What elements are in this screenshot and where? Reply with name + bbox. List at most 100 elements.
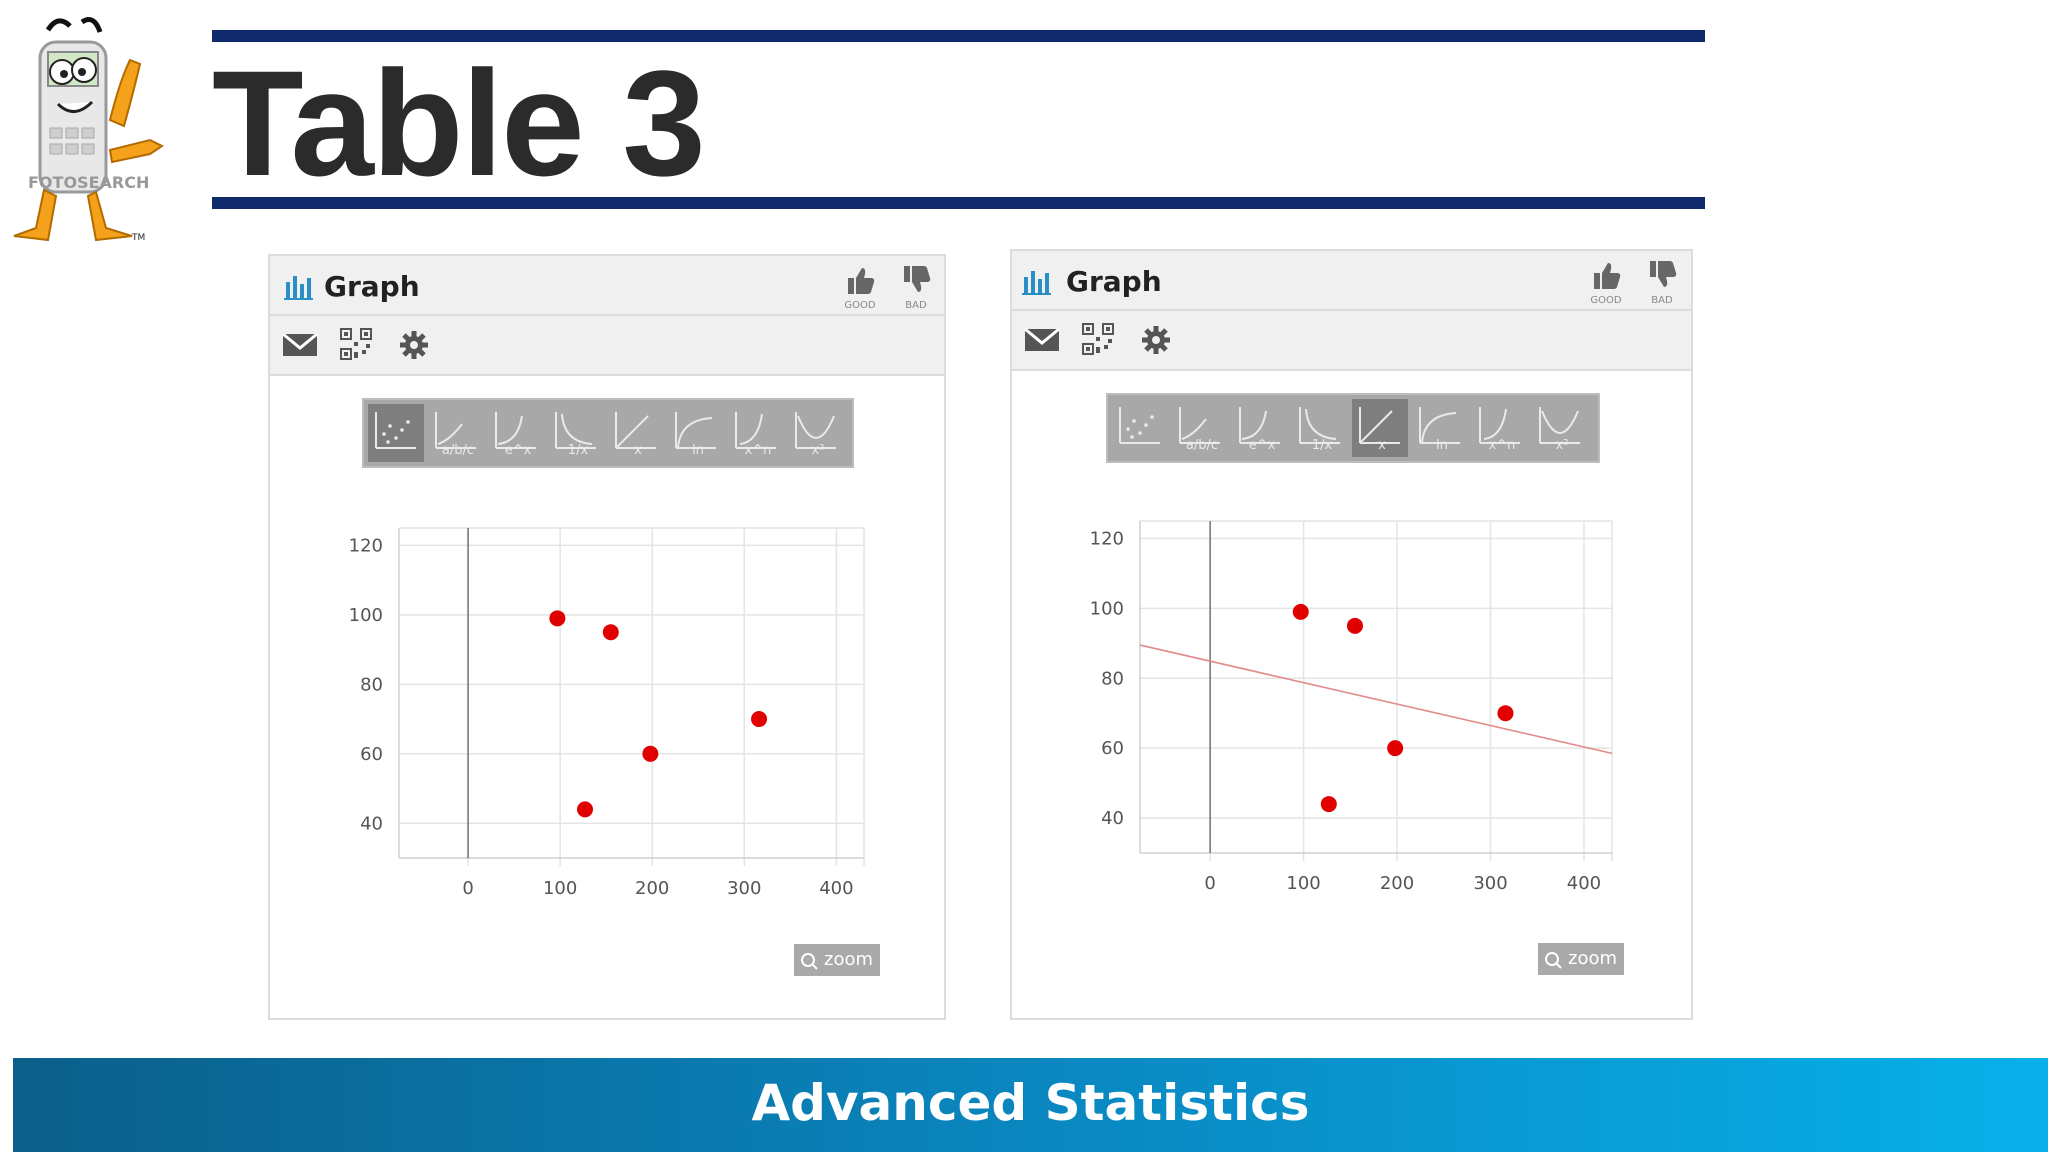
svg-text:1/x: 1/x — [568, 443, 589, 458]
graph-panel-left: Graph GOOD BAD — [268, 254, 946, 1020]
zoom-icon — [1545, 952, 1562, 969]
graph-type-exponential-button[interactable]: e^x — [488, 404, 544, 462]
bad-label: BAD — [905, 300, 927, 311]
graph-type-power-button[interactable]: x^n — [1472, 399, 1528, 457]
x-tick-label: 100 — [1286, 873, 1320, 894]
data-point[interactable] — [1320, 796, 1337, 813]
exponential-icon: e^x — [1239, 407, 1280, 453]
panel-title: Graph — [1066, 265, 1162, 298]
svg-text:x²: x² — [1556, 438, 1569, 453]
svg-text:a/b/c: a/b/c — [442, 443, 474, 458]
graph-type-quadratic-button[interactable]: x² — [1532, 399, 1588, 457]
zoom-button[interactable]: zoom — [1538, 943, 1624, 975]
svg-text:x^n: x^n — [1489, 438, 1516, 453]
y-tick-label: 60 — [1101, 738, 1124, 759]
exponential-icon: e^x — [495, 412, 536, 458]
y-tick-label: 80 — [1101, 668, 1124, 689]
bad-button[interactable]: BAD — [894, 264, 938, 311]
svg-text:ln: ln — [692, 443, 704, 458]
y-tick-label: 80 — [360, 674, 383, 695]
svg-text:x^n: x^n — [745, 443, 772, 458]
svg-text:TM: TM — [131, 233, 145, 243]
graph-type-linear-button[interactable]: a/b/c — [428, 404, 484, 462]
thumbs-up-icon — [848, 268, 875, 294]
bar-chart-icon — [284, 276, 313, 300]
power-icon: x^n — [1479, 407, 1520, 453]
qr-code-icon[interactable] — [1082, 323, 1114, 355]
scatter-chart-with-trendline[interactable]: 0 100 200 300 400 40 60 80 100 120 — [1012, 251, 1691, 1018]
proportional-icon: x — [615, 412, 656, 458]
graph-type-power-button[interactable]: x^n — [728, 404, 784, 462]
thumbs-down-icon — [1650, 261, 1677, 287]
svg-text:1/x: 1/x — [1312, 438, 1333, 453]
bad-label: BAD — [1651, 295, 1673, 306]
y-tick-label: 100 — [349, 605, 383, 626]
y-tick-label: 60 — [360, 744, 383, 765]
trendline — [1139, 644, 1613, 755]
svg-text:x: x — [1378, 438, 1386, 453]
data-point[interactable] — [1346, 617, 1363, 634]
good-button[interactable]: GOOD — [838, 264, 882, 311]
graph-type-scatter-button[interactable] — [368, 404, 424, 462]
y-tick-label: 100 — [1090, 598, 1124, 619]
graph-type-logarithmic-button[interactable]: ln — [668, 404, 724, 462]
power-icon: x^n — [735, 412, 776, 458]
qr-code-icon[interactable] — [340, 328, 372, 360]
zoom-label: zoom — [1568, 948, 1618, 969]
data-point[interactable] — [602, 624, 619, 641]
mail-icon[interactable] — [1024, 325, 1060, 355]
panel-header: Graph GOOD BAD — [270, 256, 944, 316]
zoom-button[interactable]: zoom — [794, 944, 880, 976]
data-point[interactable] — [642, 745, 659, 762]
gear-icon[interactable] — [398, 329, 430, 361]
slide-title: Table 3 — [212, 39, 706, 207]
data-point[interactable] — [577, 801, 593, 818]
y-tick-label: 120 — [349, 535, 383, 556]
data-point[interactable] — [1497, 705, 1514, 722]
gear-icon[interactable] — [1140, 324, 1172, 356]
inverse-icon: 1/x — [555, 412, 596, 458]
graph-type-quadratic-button[interactable]: x² — [788, 404, 844, 462]
logarithmic-icon: ln — [1419, 407, 1460, 453]
y-tick-label: 40 — [1101, 808, 1124, 829]
y-tick-label: 40 — [360, 813, 383, 834]
data-point[interactable] — [549, 610, 566, 627]
logarithmic-icon: ln — [675, 412, 716, 458]
data-point[interactable] — [1387, 740, 1404, 757]
good-button[interactable]: GOOD — [1584, 259, 1628, 306]
bad-button[interactable]: BAD — [1640, 259, 1684, 306]
x-tick-label: 300 — [727, 878, 761, 899]
x-tick-label: 300 — [1473, 873, 1507, 894]
thumbs-down-icon — [904, 266, 931, 292]
y-tick-label: 120 — [1090, 528, 1124, 549]
graph-type-linear-button[interactable]: a/b/c — [1172, 399, 1228, 457]
panel-title: Graph — [324, 270, 420, 303]
x-tick-label: 0 — [1204, 873, 1215, 894]
linear-icon: a/b/c — [1179, 407, 1220, 453]
graph-type-inverse-button[interactable]: 1/x — [548, 404, 604, 462]
scatter-icon — [1119, 407, 1160, 444]
thumbs-up-icon — [1594, 263, 1621, 289]
data-point[interactable] — [1292, 603, 1309, 620]
x-tick-label: 400 — [1567, 873, 1601, 894]
x-tick-label: 200 — [635, 878, 669, 899]
svg-text:ln: ln — [1436, 438, 1448, 453]
graph-type-inverse-button[interactable]: 1/x — [1292, 399, 1348, 457]
scatter-icon — [375, 412, 416, 449]
scatter-chart[interactable]: 0 100 200 300 400 40 60 80 100 120 — [270, 256, 944, 1018]
mascot-logo: FOTOSEARCH TM — [13, 17, 164, 243]
graph-type-exponential-button[interactable]: e^x — [1232, 399, 1288, 457]
graph-type-logarithmic-button[interactable]: ln — [1412, 399, 1468, 457]
panel-header: Graph GOOD BAD — [1012, 251, 1691, 311]
graph-type-proportional-button[interactable]: x — [1352, 399, 1408, 457]
mail-icon[interactable] — [282, 330, 318, 360]
data-point[interactable] — [751, 711, 768, 728]
graph-type-proportional-button[interactable]: x — [608, 404, 664, 462]
x-tick-label: 400 — [819, 878, 853, 899]
svg-text:a/b/c: a/b/c — [1186, 438, 1218, 453]
svg-text:e^x: e^x — [1249, 438, 1276, 453]
svg-text:x: x — [634, 443, 642, 458]
title-rule-bottom — [212, 197, 1705, 209]
graph-type-scatter-button[interactable] — [1112, 399, 1168, 457]
svg-text:e^x: e^x — [505, 443, 532, 458]
